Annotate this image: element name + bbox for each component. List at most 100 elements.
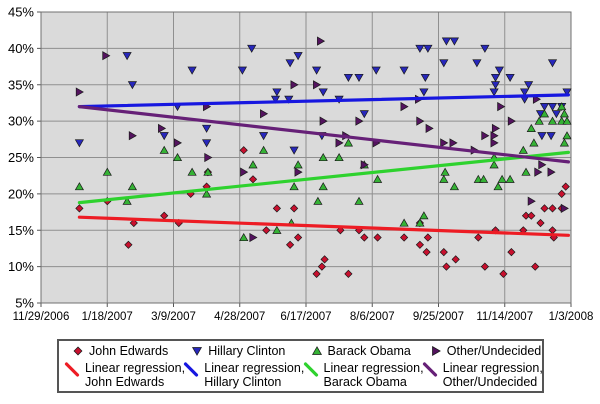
data-point-edwards xyxy=(317,262,326,271)
data-point-clinton xyxy=(359,110,369,119)
data-point-edwards xyxy=(451,255,460,264)
x-tick-label: 3/9/2007 xyxy=(151,311,196,323)
data-point-edwards xyxy=(561,182,570,191)
x-tick-label: 4/28/2007 xyxy=(214,311,265,323)
data-point-obama xyxy=(318,182,328,191)
legend-label-line1: Linear regression, xyxy=(442,361,543,375)
data-point-obama xyxy=(547,116,558,125)
data-point-clinton xyxy=(472,59,482,68)
data-point-other xyxy=(360,160,369,170)
data-point-clinton xyxy=(343,73,354,83)
data-point-clinton xyxy=(187,66,197,75)
legend-item-regression-other: Linear regression, Other/Undecided xyxy=(421,361,543,389)
regression-line-other xyxy=(77,104,571,164)
data-point-other xyxy=(400,101,409,112)
data-point-clinton xyxy=(441,37,452,46)
data-point-other xyxy=(449,138,458,148)
legend-line-swatch xyxy=(422,362,437,377)
data-point-obama xyxy=(419,211,429,220)
data-point-obama xyxy=(343,138,354,147)
data-point-other xyxy=(102,51,111,61)
x-tick-label: 11/29/2006 xyxy=(13,311,70,323)
data-point-other xyxy=(507,116,516,126)
data-point-obama xyxy=(559,109,570,118)
legend-item-regression-clinton: Linear regression, Hillary Clinton xyxy=(182,361,304,389)
data-point-edwards xyxy=(373,233,382,242)
x-tick-label: 8/6/2007 xyxy=(350,311,395,323)
data-point-obama xyxy=(172,152,183,162)
data-point-edwards xyxy=(536,218,545,228)
legend-item-regression-edwards: Linear regression, John Edwards xyxy=(63,361,185,389)
data-point-edwards xyxy=(294,233,303,242)
data-point-obama xyxy=(399,218,409,227)
data-point-edwards xyxy=(75,204,84,213)
data-point-obama xyxy=(203,167,213,176)
legend-item-label: Linear regression, Hillary Clinton xyxy=(204,361,304,389)
data-point-obama xyxy=(505,174,515,183)
data-point-edwards xyxy=(527,211,536,220)
legend-marker-glyph xyxy=(192,347,203,356)
data-point-clinton xyxy=(439,59,449,68)
data-point-obama xyxy=(102,167,112,176)
data-point-clinton xyxy=(539,103,550,112)
y-tick-label: 20% xyxy=(8,186,34,201)
data-point-edwards xyxy=(548,204,557,213)
legend-marker-triangle-up-icon xyxy=(311,346,322,355)
data-point-clinton xyxy=(258,132,269,141)
data-point-clinton xyxy=(285,59,295,68)
data-point-obama xyxy=(313,196,323,205)
x-tick-label: 1/18/2007 xyxy=(82,311,133,323)
data-point-clinton xyxy=(494,66,505,75)
data-point-obama xyxy=(478,174,489,183)
plot-border xyxy=(40,11,572,304)
y-tick-label: 30% xyxy=(8,114,34,129)
data-point-clinton xyxy=(449,37,460,46)
legend-marker-glyph xyxy=(311,346,322,355)
y-tick-label: 35% xyxy=(8,77,34,92)
data-point-other xyxy=(75,87,84,97)
data-point-edwards xyxy=(262,226,271,235)
legend-line-swatch xyxy=(64,362,80,377)
legend-marker-triangle-right-icon xyxy=(431,345,441,357)
data-point-clinton xyxy=(237,66,248,75)
data-point-clinton xyxy=(74,139,85,148)
data-point-other xyxy=(240,167,249,177)
legend-item-label: Other/Undecided xyxy=(446,344,542,358)
data-point-other xyxy=(319,116,328,126)
data-point-clinton xyxy=(272,88,282,97)
legend-item-label: John Edwards xyxy=(89,344,169,358)
data-point-edwards xyxy=(344,269,353,278)
data-point-clinton xyxy=(127,81,138,90)
data-point-clinton xyxy=(551,110,562,119)
data-point-other xyxy=(490,138,499,148)
data-point-obama xyxy=(258,145,269,154)
data-point-obama xyxy=(372,174,383,183)
legend-label-line2: Barack Obama xyxy=(323,375,407,389)
data-point-clinton xyxy=(201,139,212,148)
x-tick-label: 11/14/2007 xyxy=(476,311,533,323)
data-point-other xyxy=(313,80,322,90)
data-point-other xyxy=(128,131,137,141)
y-tick-label: 10% xyxy=(8,259,34,274)
x-tick-label: 6/17/2007 xyxy=(280,311,331,323)
legend-line-swatch-stroke xyxy=(422,362,437,377)
legend-marker-glyph xyxy=(431,345,441,357)
data-point-edwards xyxy=(360,233,369,242)
data-point-other xyxy=(532,94,542,104)
data-point-clinton xyxy=(519,88,530,97)
legend-label-line1: Linear regression, xyxy=(323,361,424,375)
data-point-obama xyxy=(493,182,503,191)
data-point-other xyxy=(355,116,364,126)
data-point-edwards xyxy=(312,269,321,278)
data-point-edwards xyxy=(286,240,295,249)
data-point-edwards xyxy=(557,189,566,198)
data-point-edwards xyxy=(423,233,432,242)
data-point-other xyxy=(249,232,258,243)
data-point-edwards xyxy=(422,248,431,257)
data-point-obama xyxy=(539,109,550,118)
data-point-clinton xyxy=(523,81,534,90)
data-point-other xyxy=(527,196,536,206)
data-point-edwards xyxy=(474,233,483,242)
x-tick-label: 9/25/2007 xyxy=(413,311,464,323)
